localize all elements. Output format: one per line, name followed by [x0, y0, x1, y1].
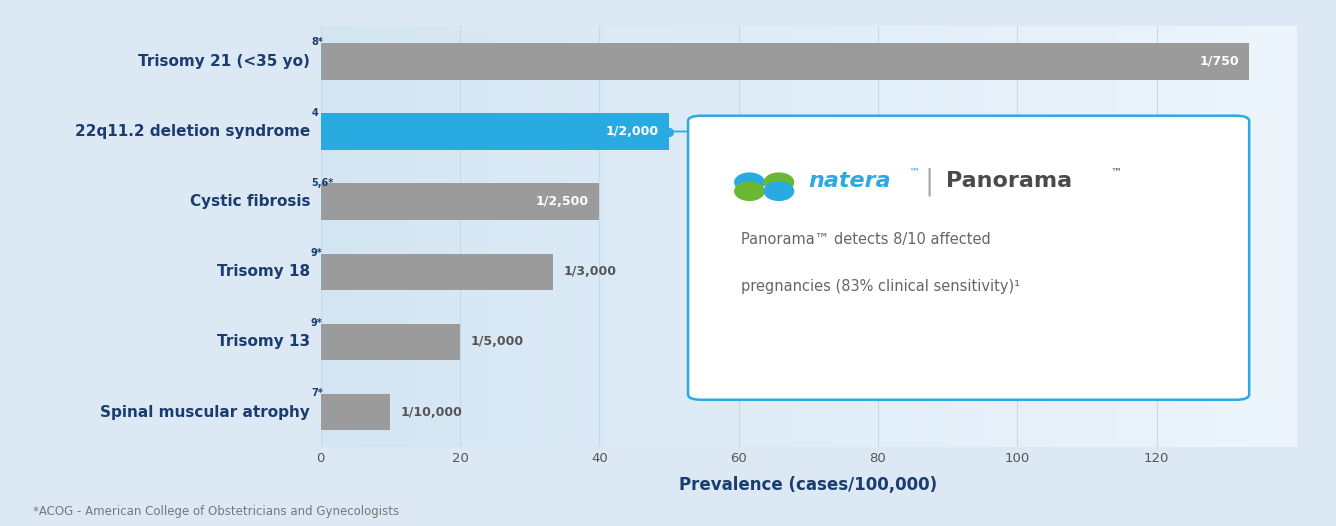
Text: ™: ™ — [908, 167, 919, 178]
Text: Spinal muscular atrophy: Spinal muscular atrophy — [100, 404, 310, 420]
Text: 5,6*: 5,6* — [311, 178, 334, 188]
Text: 22q11.2 deletion syndrome: 22q11.2 deletion syndrome — [75, 124, 310, 139]
Text: Trisomy 18: Trisomy 18 — [216, 264, 310, 279]
Bar — [321, 323, 460, 360]
Text: 1/2,500: 1/2,500 — [536, 195, 589, 208]
Text: 9*: 9* — [311, 318, 322, 328]
Bar — [321, 184, 600, 220]
Text: natera: natera — [808, 171, 891, 191]
Text: pregnancies (83% clinical sensitivity)¹: pregnancies (83% clinical sensitivity)¹ — [741, 279, 1021, 294]
Text: 1/2,000: 1/2,000 — [605, 125, 659, 138]
Bar — [321, 254, 553, 290]
Text: Trisomy 21 (<35 yo): Trisomy 21 (<35 yo) — [139, 54, 310, 69]
Text: 1/750: 1/750 — [1200, 55, 1238, 68]
Bar — [321, 113, 669, 150]
Text: 7*: 7* — [311, 388, 323, 398]
Bar — [321, 43, 1249, 79]
Text: 9*: 9* — [311, 248, 322, 258]
Text: ™: ™ — [1110, 167, 1121, 178]
Text: 8*: 8* — [311, 37, 323, 47]
Text: Panorama™ detects 8/10 affected: Panorama™ detects 8/10 affected — [741, 232, 991, 247]
Text: 4: 4 — [311, 107, 319, 118]
X-axis label: Prevalence (cases/100,000): Prevalence (cases/100,000) — [679, 476, 938, 494]
Text: Trisomy 13: Trisomy 13 — [216, 335, 310, 349]
Text: Panorama: Panorama — [946, 171, 1071, 191]
Text: 1/5,000: 1/5,000 — [470, 336, 524, 348]
Text: *ACOG - American College of Obstetricians and Gynecologists: *ACOG - American College of Obstetrician… — [33, 505, 399, 518]
Text: 1/3,000: 1/3,000 — [564, 265, 616, 278]
Text: 1/10,000: 1/10,000 — [401, 406, 462, 419]
Text: |: | — [925, 167, 934, 196]
Bar — [321, 394, 390, 430]
Text: Cystic fibrosis: Cystic fibrosis — [190, 194, 310, 209]
